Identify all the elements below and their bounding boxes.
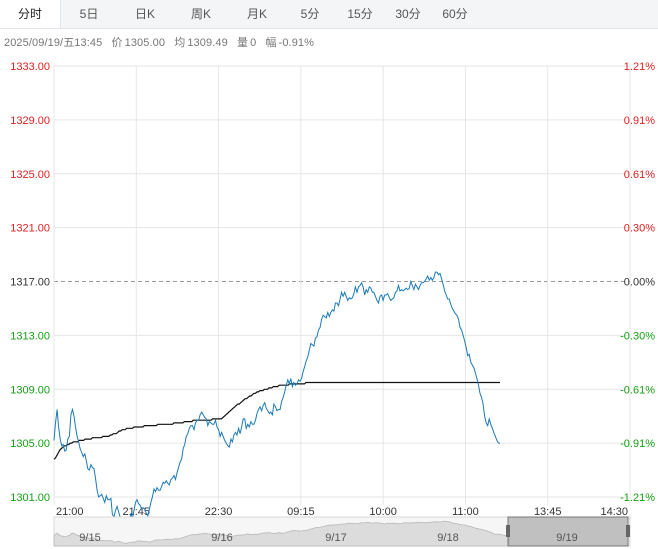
- x-tick-0: 21:00: [56, 506, 84, 518]
- x-tick-4: 10:00: [369, 506, 397, 518]
- y-tick-right-4: 0.00%: [624, 277, 655, 289]
- navigator-handle-0[interactable]: [506, 525, 510, 537]
- tab-3[interactable]: 周K: [190, 7, 211, 21]
- x-tick-1: 21:45: [123, 506, 151, 518]
- tab-8[interactable]: 60分: [442, 7, 468, 21]
- navigator-area: [53, 520, 510, 547]
- navigator-date-1: 9/16: [211, 532, 232, 544]
- period-tabs: 分时 5日 日K 周K 月K 5分 15分 30分 60分: [0, 0, 658, 29]
- y-tick-left-3: 1321.00: [10, 223, 50, 235]
- navigator-date-2: 9/17: [325, 532, 346, 544]
- info-avg: 1309.49: [187, 37, 228, 49]
- tab-1[interactable]: 5日: [79, 7, 99, 21]
- x-tick-3: 09:15: [287, 506, 315, 518]
- x-tick-2: 22:30: [205, 506, 233, 518]
- y-tick-left-4: 1317.00: [10, 277, 50, 289]
- x-tick-6: 13:45: [534, 506, 562, 518]
- y-tick-left-6: 1309.00: [10, 384, 50, 396]
- y-tick-right-3: 0.30%: [624, 223, 655, 235]
- tab-7[interactable]: 30分: [395, 7, 421, 21]
- y-tick-right-7: -0.91%: [620, 438, 655, 450]
- tab-4[interactable]: 月K: [246, 7, 267, 21]
- info-change: -0.91%: [278, 37, 315, 49]
- y-tick-left-2: 1325.00: [10, 169, 50, 181]
- navigator-handle-1[interactable]: [626, 525, 630, 537]
- y-tick-right-5: -0.30%: [620, 330, 655, 342]
- y-tick-left-8: 1301.00: [10, 492, 50, 504]
- tab-5[interactable]: 5分: [300, 7, 320, 21]
- y-tick-right-1: 0.91%: [624, 115, 655, 127]
- info-datetime: 2025/09/19/五13:45: [4, 37, 103, 49]
- tab-6[interactable]: 15分: [347, 7, 373, 21]
- info-vol-label: 量: [236, 37, 249, 49]
- navigator-date-3: 9/18: [437, 532, 458, 544]
- tab-2[interactable]: 日K: [134, 7, 155, 21]
- y-tick-right-2: 0.61%: [624, 169, 655, 181]
- navigator-date-0: 9/15: [79, 532, 100, 544]
- y-tick-left-7: 1305.00: [10, 438, 50, 450]
- y-tick-right-0: 1.21%: [624, 61, 655, 73]
- y-tick-left-1: 1329.00: [10, 115, 50, 127]
- x-tick-7: 14:30: [600, 506, 628, 518]
- avg-price-line: [53, 381, 500, 460]
- price-line: [53, 271, 500, 534]
- info-avg-label: 均: [174, 37, 186, 49]
- info-change-label: 幅: [265, 37, 277, 49]
- x-tick-5: 11:00: [452, 506, 479, 518]
- y-tick-right-8: -1.21%: [620, 492, 655, 504]
- navigator-date-4: 9/19: [556, 532, 577, 544]
- info-price-label: 价: [111, 37, 123, 49]
- info-price: 1305.00: [124, 37, 166, 49]
- tab-0[interactable]: 分时: [0, 0, 61, 28]
- y-tick-left-5: 1313.00: [10, 330, 50, 342]
- y-tick-left-0: 1333.00: [10, 61, 50, 73]
- y-tick-right-6: -0.61%: [620, 384, 655, 396]
- info-vol: 0: [250, 37, 257, 49]
